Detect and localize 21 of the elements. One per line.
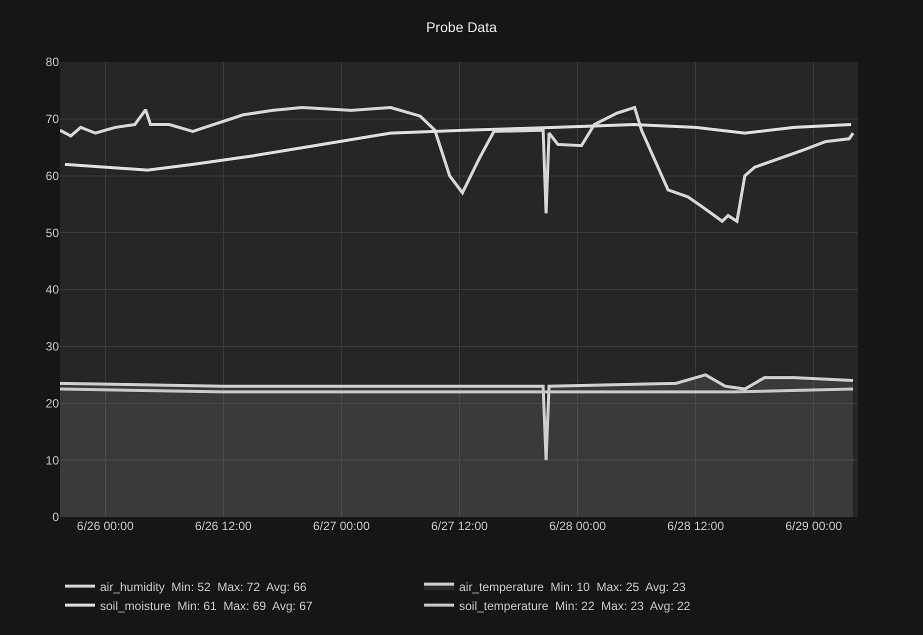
legend-label: air_humidity Min: 52 Max: 72 Avg: 66 [100,580,307,594]
y-tick-label: 70 [46,112,60,126]
y-tick-label: 40 [46,282,60,297]
legend-label: air_temperature Min: 10 Max: 25 Avg: 23 [459,580,686,594]
x-tick-label: 6/29 00:00 [785,519,842,533]
y-tick-label: 0 [52,510,60,524]
x-tick-label: 6/28 12:00 [667,519,724,533]
legend-label: soil_moisture Min: 61 Max: 69 Avg: 67 [100,598,313,613]
legend-label: soil_temperature Min: 22 Max: 23 Avg: 22 [459,598,691,613]
x-tick-label: 6/26 00:00 [76,519,134,533]
y-tick-label: 60 [46,168,60,183]
y-tick-label: 50 [46,226,60,240]
y-tick-label: 80 [46,55,60,70]
y-tick-label: 10 [46,453,60,468]
x-tick-label: 6/28 00:00 [549,519,606,533]
y-tick-label: 30 [46,340,60,354]
x-tick-label: 6/27 00:00 [313,519,370,533]
chart-title: Probe Data [426,19,498,36]
x-tick-label: 6/26 12:00 [194,519,252,533]
y-tick-label: 20 [46,396,60,410]
x-tick-label: 6/27 12:00 [431,519,488,533]
